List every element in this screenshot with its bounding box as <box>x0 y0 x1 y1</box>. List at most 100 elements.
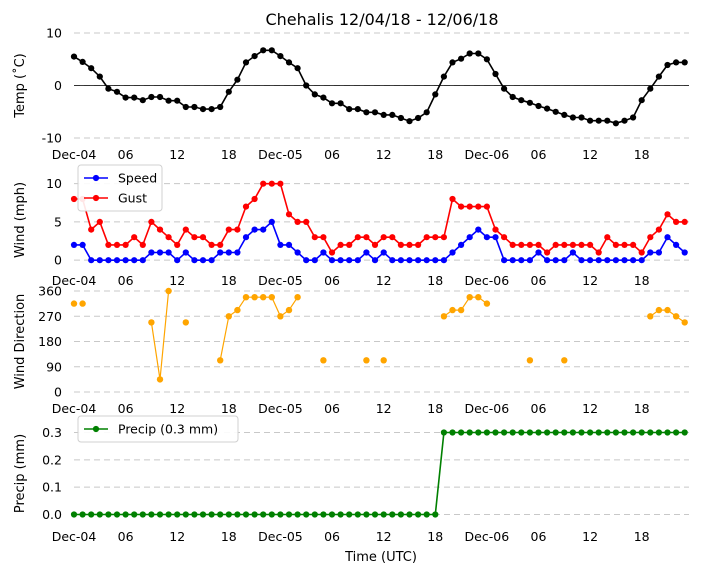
x-tick-label: 06 <box>118 147 134 162</box>
data-point <box>552 241 559 248</box>
data-point <box>174 241 181 248</box>
data-point <box>380 249 387 256</box>
data-point <box>131 511 138 518</box>
data-point <box>518 241 525 248</box>
panel-wind: 0 5 10 Wind (mph) Dec-04 06 12 18 Dec-05 06 12 18 De… <box>13 164 689 288</box>
data-point <box>664 61 671 69</box>
data-point <box>483 203 490 210</box>
legend-label: Precip (0.3 mm) <box>118 422 218 437</box>
data-point <box>208 511 215 518</box>
data-point <box>354 511 361 518</box>
data-point <box>561 429 568 436</box>
data-point <box>260 180 267 187</box>
data-point <box>621 429 628 436</box>
data-point <box>70 53 78 60</box>
y-tick-label: 10 <box>46 26 62 41</box>
y-tick-label: 0 <box>54 253 62 268</box>
data-point <box>595 429 602 436</box>
data-point <box>105 511 112 518</box>
data-point <box>105 85 112 92</box>
y-axis-label: Wind Direction <box>13 294 28 390</box>
data-point <box>415 511 422 518</box>
data-point <box>88 65 95 72</box>
data-point <box>191 103 198 111</box>
data-point <box>415 257 422 264</box>
data-point <box>655 429 663 436</box>
data-point <box>406 241 413 248</box>
series-line <box>219 296 299 361</box>
data-point <box>320 94 327 101</box>
x-tick-label: 06 <box>324 529 340 544</box>
data-point <box>526 357 534 364</box>
data-point <box>165 511 172 518</box>
data-point <box>191 234 198 241</box>
data-point <box>174 257 181 264</box>
data-point <box>268 47 275 54</box>
data-point <box>681 319 688 326</box>
data-point <box>311 91 318 98</box>
data-point <box>122 257 129 264</box>
data-point <box>208 106 215 113</box>
data-point <box>578 114 585 121</box>
data-point <box>681 59 688 66</box>
data-point <box>440 313 448 320</box>
y-tick-label: -10 <box>42 131 62 146</box>
data-point <box>225 313 232 320</box>
series-precip-0-3-mm <box>70 429 688 518</box>
data-point <box>199 234 207 241</box>
data-point <box>242 234 250 241</box>
x-tick-label: 18 <box>221 147 237 162</box>
data-point <box>578 241 585 248</box>
data-point <box>621 257 628 264</box>
data-point <box>483 56 490 63</box>
data-point <box>320 234 327 241</box>
data-point <box>449 249 456 256</box>
x-tick-label: Dec-05 <box>258 529 303 544</box>
data-point <box>165 287 172 295</box>
data-point <box>569 114 577 121</box>
data-point <box>79 511 86 518</box>
data-point <box>320 511 327 518</box>
data-point <box>251 511 258 518</box>
data-point <box>217 357 224 364</box>
x-tick-label: 12 <box>169 147 185 162</box>
data-point <box>242 511 250 518</box>
data-point <box>466 429 473 436</box>
data-point <box>647 85 654 92</box>
data-point <box>509 93 516 101</box>
data-point <box>139 97 146 104</box>
data-point <box>113 511 121 518</box>
data-point <box>647 234 654 241</box>
data-point <box>371 511 379 518</box>
data-point <box>346 257 353 264</box>
series-line <box>443 296 488 317</box>
data-point <box>423 511 430 518</box>
data-point <box>182 511 189 518</box>
x-tick-label: 06 <box>531 147 547 162</box>
data-point <box>311 257 318 264</box>
data-point <box>354 106 361 113</box>
data-point <box>285 306 293 314</box>
panel-precip: 0.0 0.1 0.2 0.3 Precip (mm) Dec-04 06 12 18 Dec-0… <box>13 415 689 544</box>
x-tick-label: Dec-04 <box>52 529 97 544</box>
data-point <box>415 114 422 122</box>
x-tick-label: 12 <box>169 401 185 416</box>
data-point <box>354 234 361 241</box>
data-point <box>294 65 301 72</box>
x-tick-label: 18 <box>427 529 443 544</box>
data-point <box>268 294 275 301</box>
data-point <box>79 58 86 65</box>
data-point <box>337 511 344 518</box>
data-point <box>630 241 637 248</box>
data-point <box>380 111 387 118</box>
series-direction <box>70 287 688 383</box>
data-point <box>526 429 534 436</box>
data-point <box>225 249 232 256</box>
data-point <box>526 99 534 106</box>
legend-label: Speed <box>118 171 157 186</box>
data-point <box>303 257 310 264</box>
series-line <box>74 182 685 254</box>
data-point <box>483 234 490 241</box>
data-point <box>285 59 293 66</box>
